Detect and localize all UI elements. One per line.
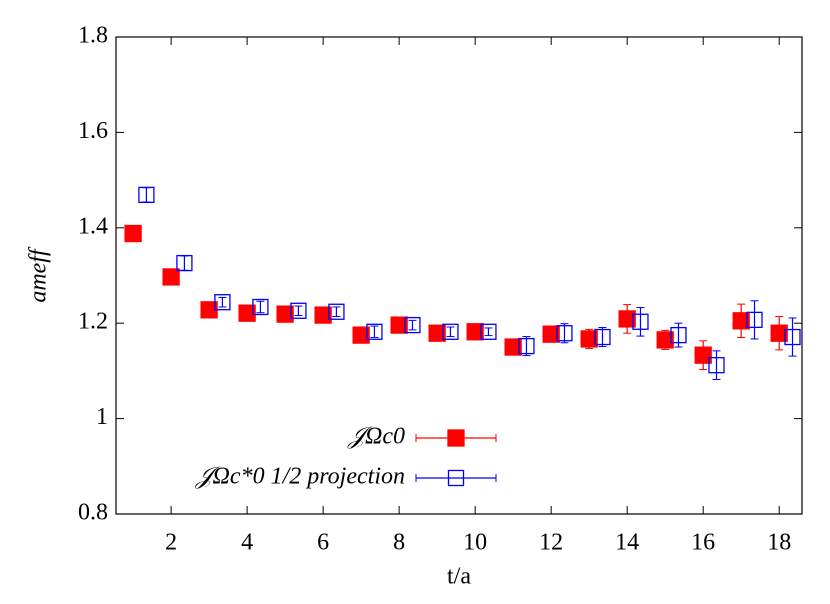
x-tick-label: 12 — [539, 530, 563, 556]
x-tick-label: 16 — [691, 530, 715, 556]
data-point — [504, 338, 522, 356]
data-point — [314, 306, 332, 324]
data-point — [124, 224, 142, 243]
data-point — [656, 331, 674, 349]
data-point — [670, 326, 687, 344]
x-tick-label: 4 — [241, 530, 253, 556]
data-point — [708, 357, 725, 374]
y-axis-label: ameff — [26, 246, 52, 303]
y-tick-label: 0.8 — [78, 500, 108, 526]
legend-marker — [447, 469, 465, 487]
data-point — [276, 305, 294, 323]
data-point — [214, 294, 231, 311]
plot-frame — [115, 36, 803, 515]
data-point — [252, 298, 269, 316]
x-tick-label: 8 — [393, 530, 405, 556]
data-point — [784, 328, 801, 346]
data-point — [518, 337, 535, 355]
y-tick-label: 1.8 — [78, 23, 108, 49]
data-point — [694, 346, 712, 364]
data-point — [746, 311, 763, 329]
y-tick-label: 1.6 — [78, 118, 108, 144]
data-point — [328, 303, 345, 320]
legend-label: 𝒥Ωc*0 1/2 projection — [195, 464, 405, 490]
x-tick-label: 14 — [615, 530, 639, 556]
data-point — [480, 323, 497, 340]
data-point — [618, 310, 636, 328]
y-tick-label: 1 — [96, 404, 108, 430]
x-tick-label: 10 — [463, 530, 487, 556]
data-point — [366, 323, 383, 340]
data-point — [176, 254, 193, 272]
data-point — [466, 323, 484, 341]
y-tick-label: 1.4 — [78, 213, 108, 239]
data-point — [138, 186, 155, 204]
data-point — [390, 316, 408, 334]
legend-label: 𝒥Ωc0 — [347, 424, 405, 450]
data-point — [404, 316, 421, 334]
data-point — [632, 313, 649, 330]
x-tick-label: 2 — [165, 530, 177, 556]
y-tick-label: 1.2 — [78, 309, 108, 335]
legend-marker — [447, 429, 465, 447]
data-point — [290, 302, 307, 319]
data-point — [770, 324, 788, 342]
data-point — [580, 330, 598, 348]
data-point — [542, 325, 560, 343]
data-point — [442, 323, 459, 340]
x-tick-label: 18 — [767, 530, 791, 556]
data-point — [594, 328, 611, 346]
data-point — [352, 326, 370, 344]
data-point — [732, 312, 750, 330]
data-point — [238, 304, 256, 322]
x-tick-label: 6 — [317, 530, 329, 556]
data-point — [428, 324, 446, 342]
data-point — [556, 325, 573, 342]
x-axis-label: t/a — [447, 564, 471, 590]
data-point — [162, 268, 180, 286]
